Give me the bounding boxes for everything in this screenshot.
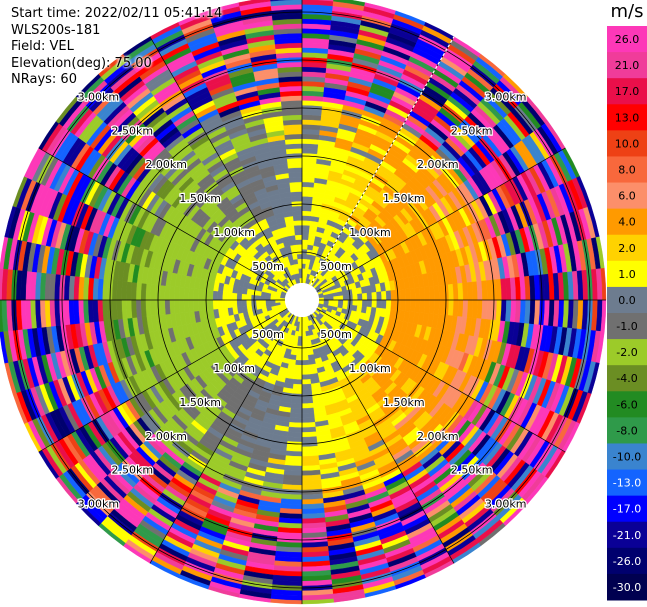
colorbar-tick-label: 6.0 [618,190,636,203]
colorbar-tick-label: -21.0 [613,529,641,542]
colorbar-tick-label: 2.0 [618,242,636,255]
nrays-text: NRays: 60 [11,72,77,87]
velocity-gate [314,0,334,2]
colorbar-tick-label: -4.0 [616,372,637,385]
colorbar-tick-label: -6.0 [616,398,637,411]
colorbar-tick-label: -26.0 [613,555,641,568]
colorbar-tick-label: -10.0 [613,451,641,464]
field-text: Field: VEL [11,39,74,54]
colorbar-tick-label: -17.0 [613,503,641,516]
colorbar-tick-label: -2.0 [616,346,637,359]
colorbar-tick-label: 13.0 [615,111,640,124]
scan-info: Start time: 2022/02/11 05:41:14 WLS200s-… [11,6,222,89]
colorbar-tick-label: 21.0 [615,59,640,72]
colorbar-tick-label: -30.0 [613,581,641,594]
instrument-text: WLS200s-181 [11,22,101,38]
colorbar-tick-label: 0.0 [618,294,636,307]
colorbar-tick-label: 4.0 [618,216,636,229]
start-time-text: Start time: 2022/02/11 05:41:14 [11,6,223,21]
elevation-text: Elevation(deg): 75.00 [11,55,152,71]
colorbar-unit-label: m/s [611,1,644,22]
colorbar-tick-label: 26.0 [615,33,640,46]
colorbar-tick-label: 1.0 [618,268,636,281]
colorbar-tick-label: 17.0 [615,85,640,98]
colorbar-tick-label: -8.0 [616,424,637,437]
colorbar-tick-label: -1.0 [616,320,637,333]
colorbar-tick-label: 10.0 [615,137,640,150]
colorbar-tick-label: 8.0 [618,164,636,177]
colorbar-tick-label: -13.0 [613,477,641,490]
